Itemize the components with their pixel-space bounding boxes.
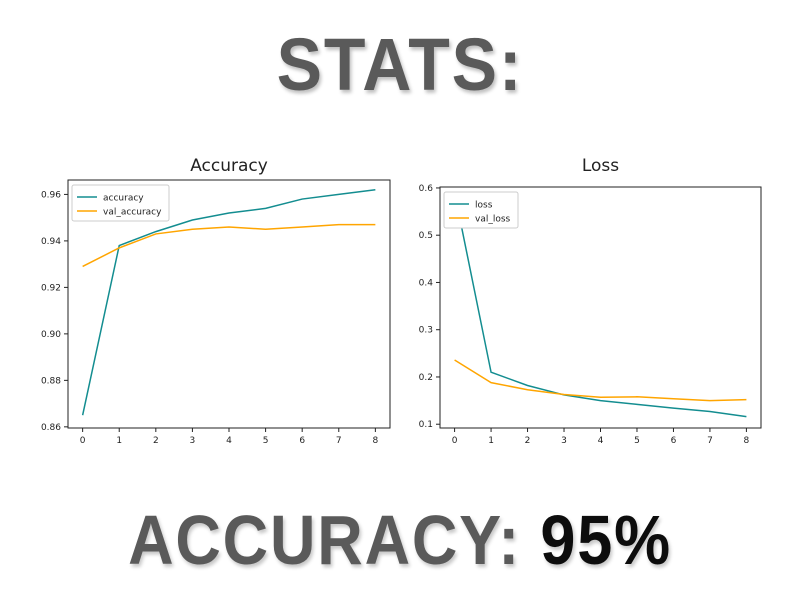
chart-accuracy: Accuracy 0 1 2 3 4 5 6 7 8 0.86 0.88 0.90 0.92 0.94 0.9… [41, 156, 391, 446]
y-tick-label: 0.94 [41, 237, 61, 247]
x-tick-label: 4 [226, 436, 232, 446]
y-tick-label: 0.5 [419, 231, 433, 241]
y-tick-label: 0.92 [41, 283, 61, 293]
x-tick-label: 3 [561, 436, 567, 446]
y-tick-label: 0.2 [419, 373, 433, 383]
page-title: STATS: [276, 23, 524, 106]
x-tick-label: 5 [263, 436, 269, 446]
legend-label: accuracy [103, 194, 144, 204]
legend-label: loss [475, 201, 493, 211]
x-tick-label: 1 [116, 436, 122, 446]
legend-label: val_loss [475, 215, 511, 225]
x-tick-label: 8 [372, 436, 378, 446]
legend-box [71, 184, 170, 222]
chart-loss: Loss 0 1 2 3 4 5 6 7 8 0.1 0.2 0.3 0.4 0.5 0.6 loss val_l… [419, 156, 762, 446]
series-line-val-loss [454, 359, 747, 402]
x-tick-label: 6 [671, 436, 677, 446]
y-tick-label: 0.86 [41, 423, 61, 433]
x-tick-label: 5 [634, 436, 640, 446]
x-tick-label: 2 [153, 436, 159, 446]
y-tick-label: 0.88 [41, 376, 61, 386]
x-tick-label: 0 [452, 436, 458, 446]
accuracy-summary-label: ACCURACY: [128, 501, 522, 579]
y-tick-label: 0.90 [41, 330, 61, 340]
x-tick-label: 1 [488, 436, 494, 446]
x-tick-label: 7 [707, 436, 713, 446]
x-tick-label: 8 [744, 436, 750, 446]
chart-title: Accuracy [190, 156, 268, 176]
chart-title: Loss [582, 156, 619, 176]
accuracy-summary-value: 95% [540, 501, 672, 579]
accuracy-summary: ACCURACY: 95% [40, 500, 760, 580]
x-tick-label: 2 [525, 436, 531, 446]
x-tick-label: 3 [190, 436, 196, 446]
y-tick-label: 0.4 [419, 278, 434, 288]
x-tick-label: 4 [598, 436, 604, 446]
legend-box [443, 191, 519, 229]
series-line-accuracy [81, 189, 376, 416]
x-tick-label: 0 [80, 436, 86, 446]
y-tick-label: 0.6 [419, 184, 434, 194]
y-tick-label: 0.3 [419, 326, 433, 336]
x-tick-label: 7 [336, 436, 342, 446]
y-tick-label: 0.96 [41, 190, 61, 200]
series-line-val-accuracy [82, 223, 376, 268]
legend-label: val_accuracy [103, 208, 162, 218]
x-tick-label: 6 [299, 436, 305, 446]
y-tick-label: 0.1 [419, 420, 433, 430]
